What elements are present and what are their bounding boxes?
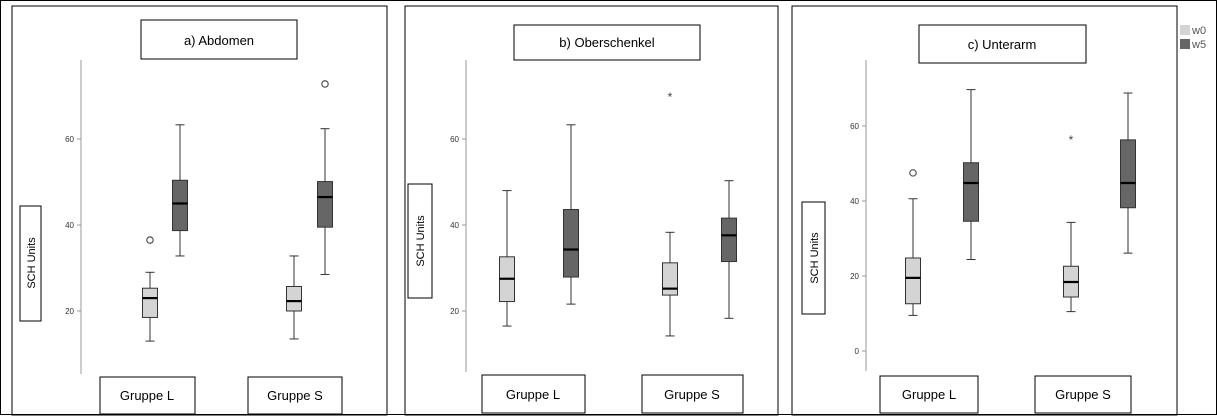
category-label: Gruppe S: [664, 387, 720, 402]
legend: w0 w5: [1180, 25, 1206, 51]
y-axis-label-box: [407, 183, 433, 299]
box-w5-gruppe-s: [721, 180, 737, 319]
y-axis-label: SCH Units: [809, 232, 821, 284]
box-w0-gruppe-l: [905, 169, 921, 316]
box-w5-gruppe-l: [563, 124, 579, 305]
y-tick-label: 20: [850, 272, 859, 281]
panel-title: b) Oberschenkel: [559, 35, 654, 50]
category-label: Gruppe L: [902, 387, 956, 402]
category-label-box: [481, 374, 586, 414]
y-axis-label-box: [801, 201, 826, 315]
category-label: Gruppe L: [506, 387, 560, 402]
box-w0-gruppe-l: [142, 236, 158, 342]
y-axis-label-box: [19, 205, 42, 322]
category-label-box: [879, 375, 979, 414]
y-tick-label: 40: [65, 221, 74, 230]
y-tick-label: 40: [850, 197, 859, 206]
y-tick-label: 0: [855, 347, 860, 356]
box-iqr: [963, 162, 979, 222]
box-iqr: [721, 217, 737, 263]
plot-area: 20 40 60 *: [450, 60, 737, 372]
panel-title-box: [140, 19, 298, 60]
legend-label-w0: w0: [1191, 25, 1206, 37]
box-w0-gruppe-s: *: [1063, 133, 1079, 313]
outlier-star: *: [1069, 133, 1074, 147]
box-iqr: [905, 257, 921, 305]
plot-area: 0 20 40 60 *: [850, 60, 1136, 371]
box-iqr: [563, 209, 579, 278]
category-label: Gruppe L: [120, 388, 174, 403]
box-iqr: [142, 287, 158, 318]
category-label: Gruppe S: [1055, 387, 1111, 402]
box-iqr: [1120, 139, 1136, 209]
category-label: Gruppe S: [267, 388, 323, 403]
category-label-box: [1034, 375, 1132, 414]
panel-title: a) Abdomen: [184, 33, 254, 48]
panel-title-box: [918, 24, 1087, 64]
legend-label-w5: w5: [1191, 39, 1206, 51]
box-w0-gruppe-s: *: [662, 90, 678, 337]
box-w5-gruppe-l: [963, 89, 979, 260]
box-iqr: [172, 179, 188, 232]
outlier-circle: [909, 169, 917, 177]
panel-frame: [791, 5, 1178, 416]
y-tick-label: 40: [450, 221, 459, 230]
panel-frame: [11, 5, 388, 416]
y-tick-label: 60: [450, 135, 459, 144]
y-axis-label: SCH Units: [415, 215, 427, 267]
y-tick-label: 20: [450, 307, 459, 316]
panel-title-box: [513, 24, 701, 61]
legend-swatch-w5: [1180, 39, 1190, 49]
legend-swatch-w0: [1180, 25, 1190, 35]
outlier-circle: [146, 236, 154, 244]
panel-frame: [404, 5, 779, 416]
box-w0-gruppe-s: [286, 255, 302, 340]
box-w0-gruppe-l: [499, 190, 515, 327]
outlier-star: *: [668, 90, 673, 104]
plot-area: 20 40 60: [65, 60, 333, 374]
box-iqr: [662, 262, 678, 296]
y-tick-label: 60: [65, 135, 74, 144]
box-w5-gruppe-l: [172, 124, 188, 257]
category-label-box: [247, 376, 343, 415]
panel-unterarm: c) Unterarm SCH Units Gruppe L Gruppe S …: [791, 5, 1178, 416]
box-w5-gruppe-s: [317, 80, 333, 275]
box-iqr: [286, 285, 302, 312]
panel-abdomen: a) Abdomen SCH Units Gruppe L Gruppe S 2…: [11, 5, 388, 416]
y-tick-label: 20: [65, 307, 74, 316]
category-label-box: [99, 376, 196, 415]
category-label-box: [641, 374, 744, 414]
box-w5-gruppe-s: [1120, 92, 1136, 254]
panel-oberschenkel: b) Oberschenkel SCH Units Gruppe L Grupp…: [404, 5, 779, 416]
box-iqr: [317, 181, 333, 228]
panel-title: c) Unterarm: [968, 37, 1037, 52]
y-tick-label: 60: [850, 122, 859, 131]
outlier-circle: [321, 80, 329, 88]
y-axis-label: SCH Units: [26, 237, 38, 289]
